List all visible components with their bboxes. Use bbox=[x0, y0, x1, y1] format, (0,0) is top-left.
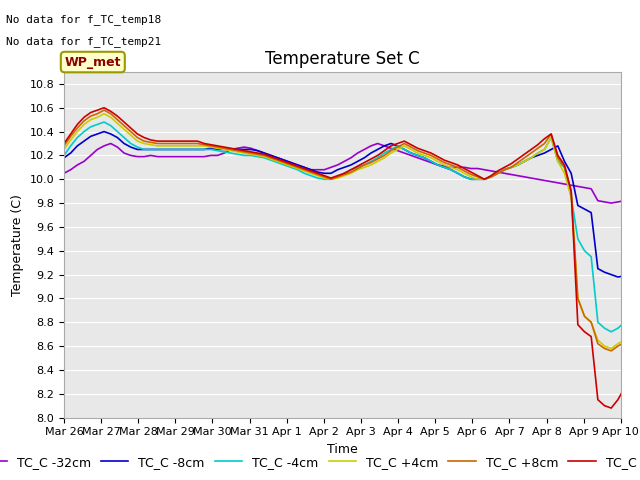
Legend: TC_C -32cm, TC_C -8cm, TC_C -4cm, TC_C +4cm, TC_C +8cm, TC_C +12cm: TC_C -32cm, TC_C -8cm, TC_C -4cm, TC_C +… bbox=[0, 451, 640, 474]
Text: No data for f_TC_temp21: No data for f_TC_temp21 bbox=[6, 36, 162, 47]
X-axis label: Time: Time bbox=[327, 443, 358, 456]
Y-axis label: Temperature (C): Temperature (C) bbox=[11, 194, 24, 296]
Title: Temperature Set C: Temperature Set C bbox=[265, 49, 420, 68]
Text: No data for f_TC_temp18: No data for f_TC_temp18 bbox=[6, 14, 162, 25]
Text: WP_met: WP_met bbox=[65, 56, 121, 69]
